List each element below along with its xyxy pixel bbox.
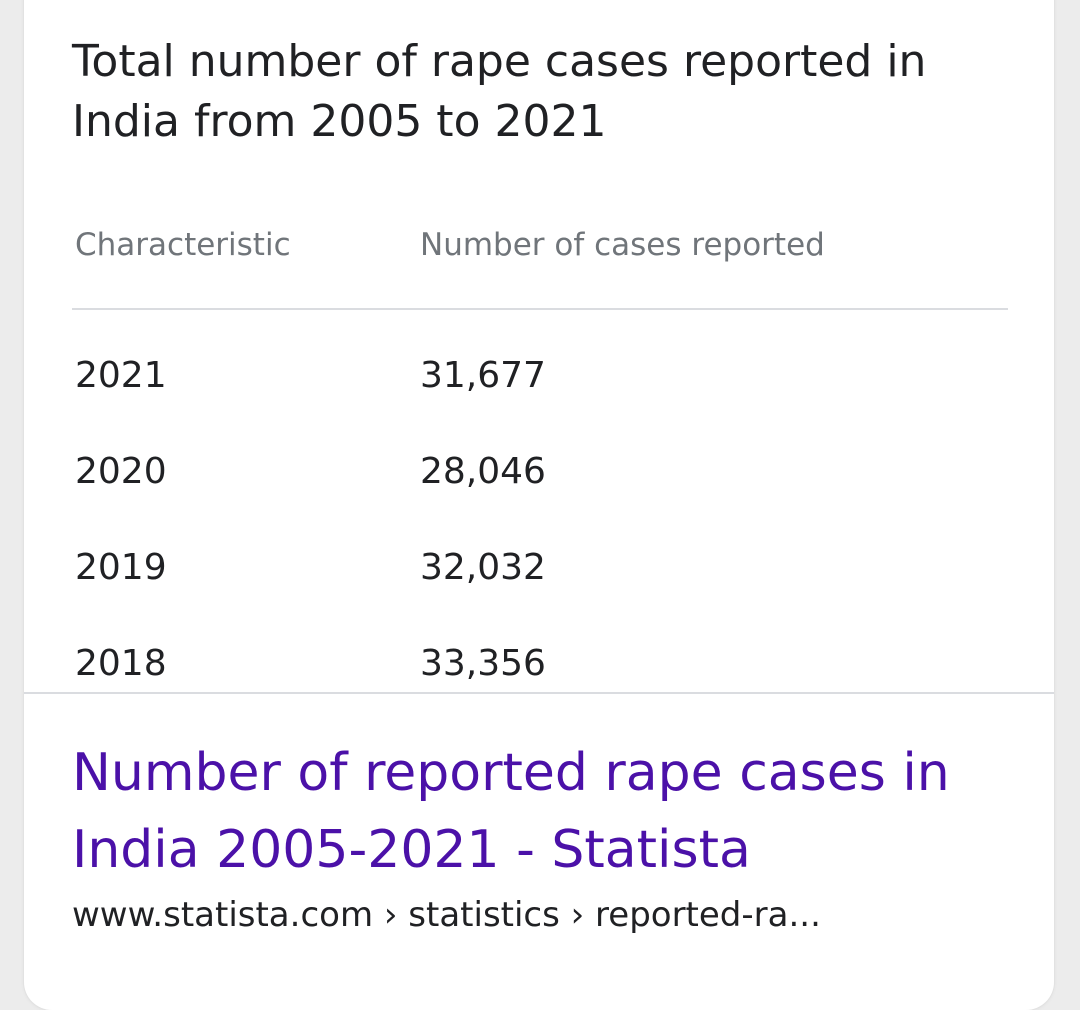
card-title: Total number of rape cases reported in I…	[72, 36, 927, 147]
column-header-cases: Number of cases reported	[420, 227, 825, 263]
result-title-link[interactable]: Number of reported rape cases in India 2…	[72, 743, 950, 880]
row-year: 2018	[75, 643, 167, 684]
row-value: 32,032	[420, 547, 546, 588]
row-value: 33,356	[420, 643, 546, 684]
table-header: Characteristic Number of cases reported	[72, 195, 1008, 310]
search-result-card: Total number of rape cases reported in I…	[24, 0, 1054, 1010]
table-row: 2020 28,046	[72, 406, 1008, 502]
row-year: 2019	[75, 547, 167, 588]
result-url-breadcrumb: www.statista.com › statistics › reported…	[72, 895, 821, 935]
row-value: 28,046	[420, 451, 546, 492]
table-row: 2021 31,677	[72, 310, 1008, 406]
table-row: 2018 33,356	[72, 598, 1008, 693]
column-header-characteristic: Characteristic	[75, 227, 291, 263]
table-row: 2019 32,032	[72, 502, 1008, 598]
row-year: 2021	[75, 355, 167, 396]
data-table: Characteristic Number of cases reported …	[72, 195, 1008, 693]
row-value: 31,677	[420, 355, 546, 396]
row-year: 2020	[75, 451, 167, 492]
section-divider	[24, 692, 1054, 694]
